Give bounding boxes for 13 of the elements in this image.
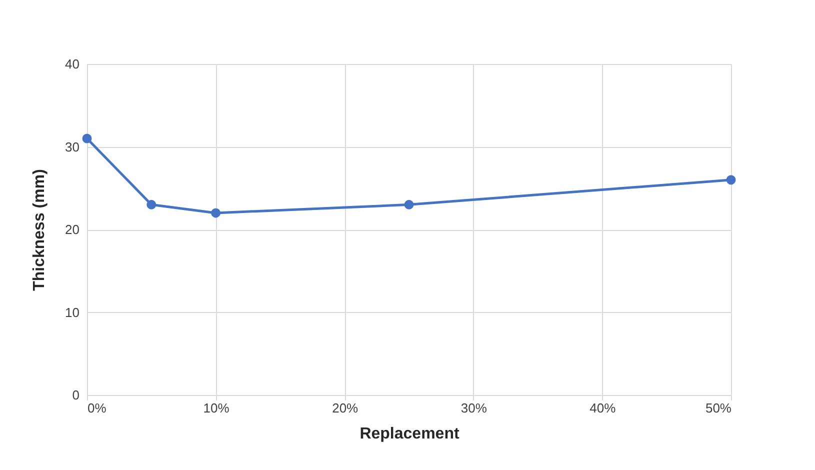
x-tick-label: 30%	[460, 400, 488, 416]
y-tick-label: 0	[72, 388, 80, 402]
x-axis-title: Replacement	[360, 426, 460, 442]
x-tick-label: 50%	[705, 400, 732, 416]
x-tick-label: 20%	[332, 400, 359, 416]
x-tick-label: 10%	[203, 400, 230, 416]
y-axis-title: Thickness (mm)	[31, 169, 48, 291]
y-tick-label: 30	[65, 139, 80, 154]
y-tick-label: 10	[65, 304, 80, 320]
x-tick-label: 40%	[590, 400, 616, 416]
x-tick-label: 0%	[88, 400, 107, 416]
y-tick-label: 20	[65, 222, 80, 237]
y-tick-label: 40	[65, 56, 80, 72]
